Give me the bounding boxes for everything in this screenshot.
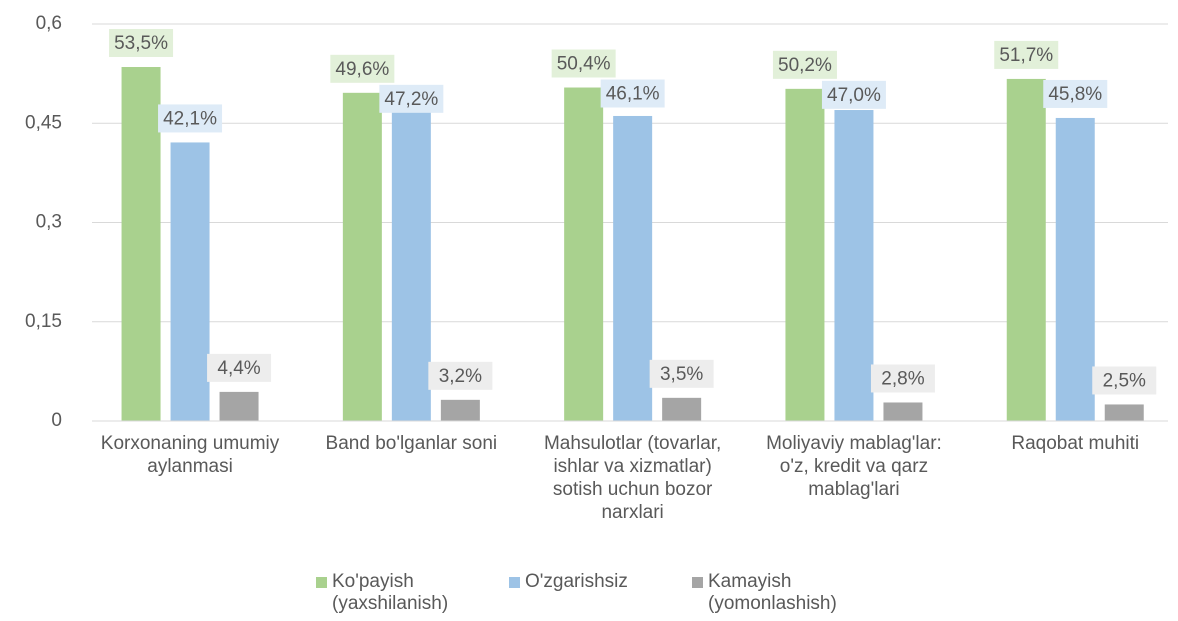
bar [342,92,382,422]
data-label: 53,5% [114,33,168,54]
y-tick-label: 0,15 [25,311,62,332]
data-label-bg [109,29,174,58]
bar [391,108,431,422]
data-label-bg [772,50,837,79]
data-label-bg [207,353,272,382]
data-label-bg [379,84,444,113]
x-tick-label: Moliyaviy mablag'lar: o'z, kredit va qar… [766,433,942,500]
data-label: 2,8% [881,368,924,389]
data-label: 3,5% [660,364,703,385]
data-label-bg [870,364,935,393]
bar [613,115,653,421]
bar [564,87,604,422]
legend-label: Kamayish (yomonlashish) [708,571,837,614]
data-label: 50,4% [557,54,611,75]
bar [121,67,161,421]
data-label: 49,6% [335,59,389,80]
data-label-bg [821,80,886,109]
data-label: 46,1% [606,84,660,105]
legend-swatch [692,577,703,588]
data-label-bg [994,40,1059,69]
bar [834,110,874,422]
bar [219,391,259,421]
data-label-bg [1092,366,1157,395]
data-label: 47,0% [827,85,881,106]
legend-label: O'zgarishsiz [525,571,628,592]
data-label-bg [158,104,223,133]
y-tick-label: 0,6 [36,13,62,34]
bar [1104,404,1144,421]
data-label: 42,1% [163,108,217,129]
x-tick-label: Band bo'lganlar soni [325,433,498,454]
data-label-bg [600,79,665,108]
bar [1006,78,1046,421]
data-label: 47,2% [384,89,438,110]
y-tick-label: 0,45 [25,112,62,133]
bar [785,88,825,422]
data-label-bg [551,49,616,78]
bar [170,142,210,421]
x-tick-label: Raqobat muhiti [1011,433,1140,454]
data-label: 50,2% [778,55,832,76]
data-label: 4,4% [217,358,260,379]
data-label-bg [1043,79,1108,108]
data-label-bg [330,54,395,83]
x-tick-label: Korxonaning umumiy aylanmasi [100,433,280,477]
bar [440,399,480,421]
data-label: 2,5% [1103,370,1146,391]
x-tick-label: Mahsulotlar (tovarlar, ishlar va xizmatl… [543,433,722,523]
data-label: 3,2% [439,366,482,387]
legend-swatch [316,577,327,588]
data-label: 45,8% [1048,84,1102,105]
data-label: 51,7% [999,45,1053,66]
y-tick-label: 0 [51,410,62,431]
legend-label: Ko'payish (yaxshilanish) [332,571,449,614]
bar [662,397,702,421]
bar [883,402,923,421]
data-label-bg [428,361,493,390]
legend-swatch [509,577,520,588]
y-tick-label: 0,3 [36,212,62,233]
data-label-bg [649,359,714,388]
bar [1055,117,1095,421]
